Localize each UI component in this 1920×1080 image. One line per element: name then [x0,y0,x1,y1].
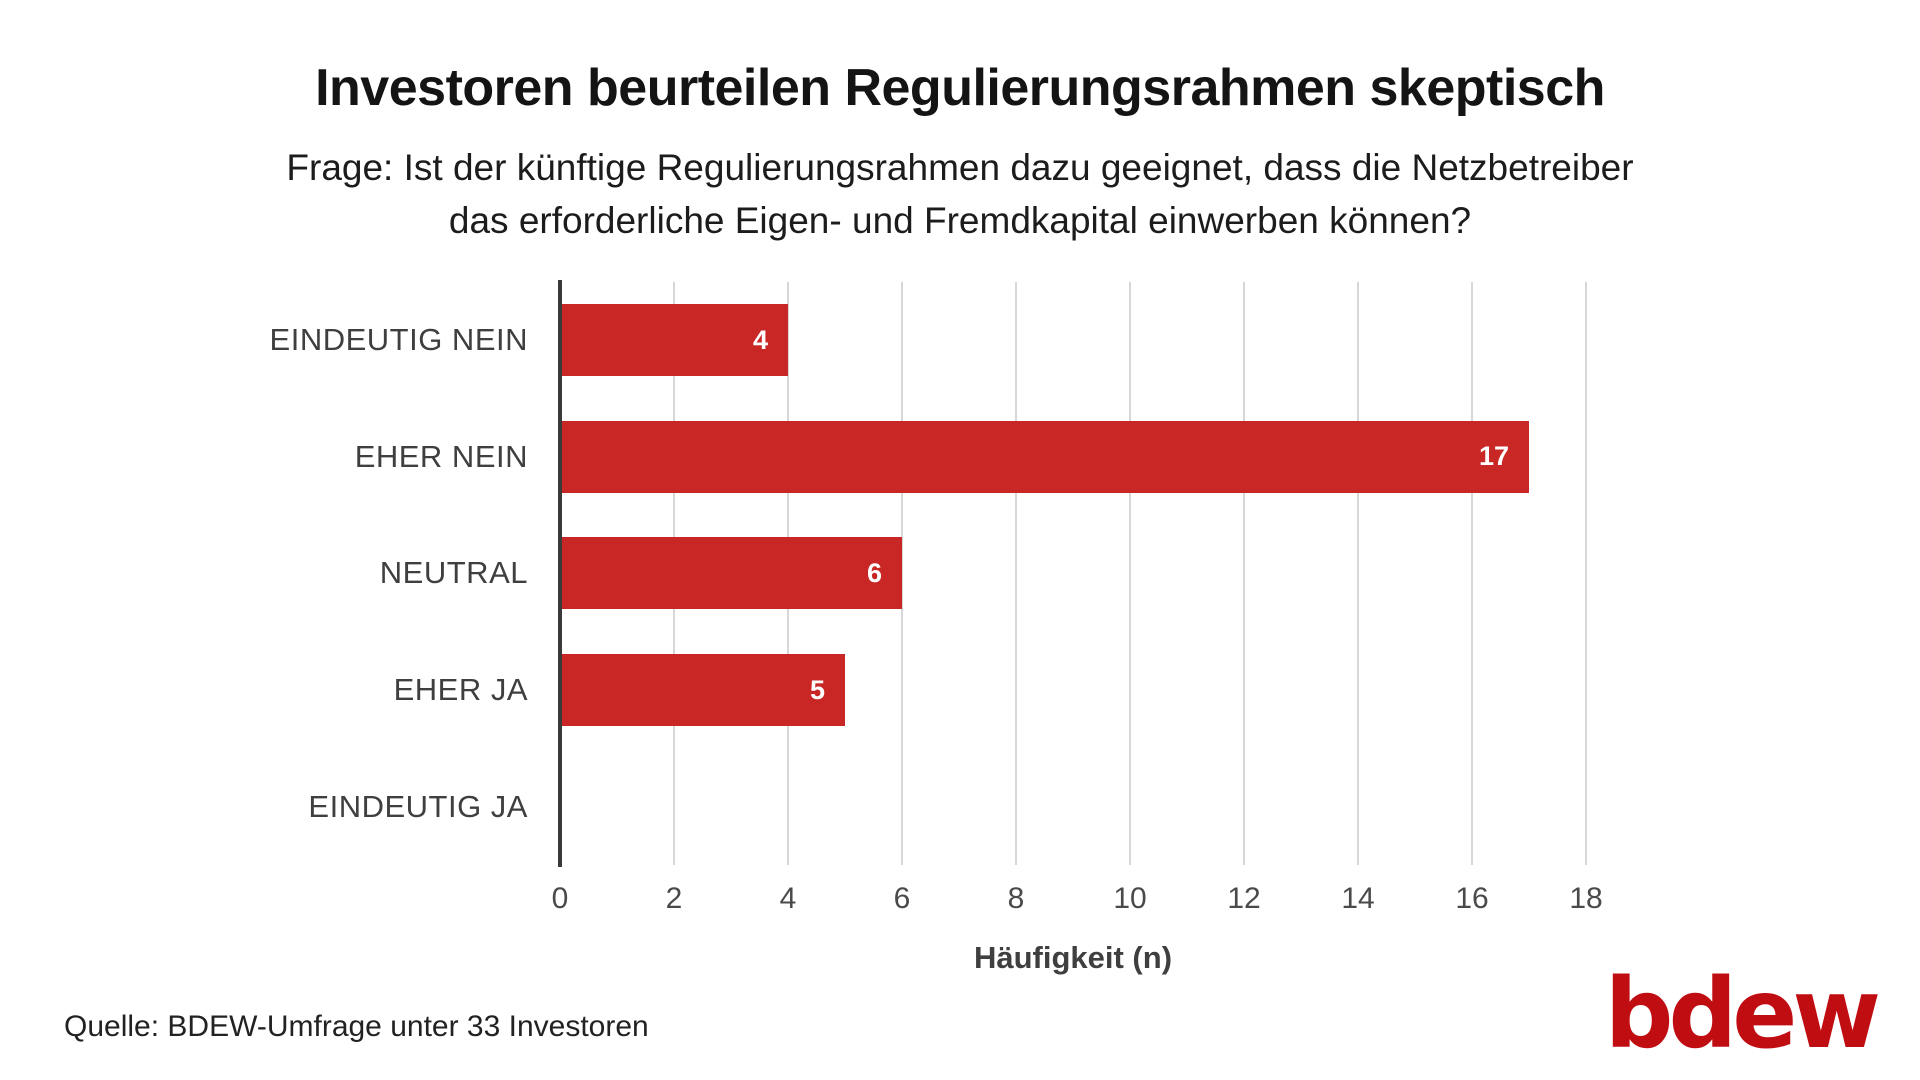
x-tick-label: 0 [551,882,569,915]
bar-neutral: 6 [560,537,902,610]
x-tick-label: 2 [665,882,683,915]
category-label-eindeutig-nein: EINDEUTIG NEIN [269,322,528,358]
category-label-eher-nein: EHER NEIN [354,438,528,474]
y-axis-line [558,280,562,867]
x-tick-labels: 0 2 4 6 8 10 12 14 16 18 [552,882,1603,924]
bdew-logo: bdew [1604,958,1881,1070]
bar-row: 6 [560,515,1586,632]
chart-title: Investoren beurteilen Regulierungsrahmen… [315,59,1605,117]
x-tick-label: 6 [893,882,911,915]
x-tick-label: 10 [1113,882,1147,915]
gridline [1585,282,1587,865]
category-label-eindeutig-ja: EINDEUTIG JA [308,788,528,824]
bar-row: 17 [560,399,1586,516]
bar-eher-nein: 17 [560,420,1529,493]
x-tick-label: 8 [1007,882,1025,915]
bar-value-label: 5 [809,674,825,705]
plot-area: 4 17 6 5 0 0 2 4 6 8 10 12 14 16 18 Häufigkeit (n… [552,280,1603,975]
x-tick-label: 18 [1569,882,1603,915]
bar-value-label: 17 [1478,441,1509,472]
category-label-eher-ja: EHER JA [393,672,528,708]
bar-value-label: 6 [866,557,882,588]
category-label-neutral: NEUTRAL [379,555,528,591]
gridline [1357,282,1359,865]
gridline [1015,282,1017,865]
bar-row: 0 [560,748,1586,865]
bar-row: 4 [560,282,1586,399]
chart-subtitle-line2: das erforderliche Eigen- und Fremdkapita… [448,199,1472,241]
x-tick-label: 12 [1227,882,1261,915]
bar-eher-ja: 5 [560,654,845,727]
source-note: Quelle: BDEW-Umfrage unter 33 Investoren [64,1010,649,1043]
gridline [1471,282,1473,865]
gridline [1243,282,1245,865]
bar-eindeutig-nein: 4 [560,304,788,377]
chart-subtitle-line1: Frage: Ist der künftige Regulierungsrahm… [286,147,1634,188]
gridline [901,282,903,865]
x-axis-title: Häufigkeit (n) [973,940,1173,975]
x-tick-label: 16 [1455,882,1489,915]
x-tick-label: 4 [779,882,797,915]
chart-subtitle: Frage: Ist der künftige Regulierungsrahm… [0,142,1920,247]
bar-value-label: 4 [752,324,768,355]
gridline [1129,282,1131,865]
x-tick-label: 14 [1341,882,1375,915]
bar-row: 5 [560,632,1586,749]
y-axis-category-labels: EINDEUTIG NEIN EHER NEIN NEUTRAL EHER JA… [0,282,528,865]
